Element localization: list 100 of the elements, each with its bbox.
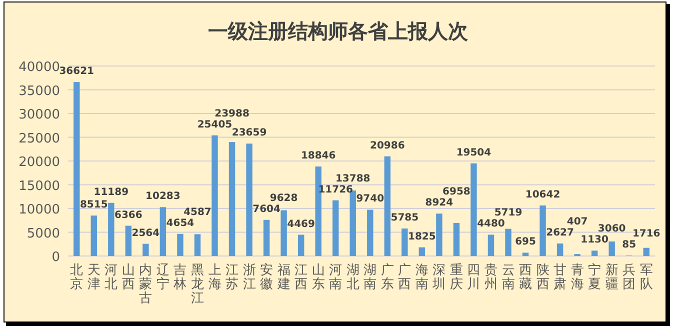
bar	[418, 247, 426, 256]
data-label: 10642	[525, 189, 560, 200]
data-label: 4480	[477, 218, 505, 230]
bar	[470, 163, 477, 256]
data-label: 19504	[456, 147, 492, 158]
bar	[367, 210, 374, 256]
x-tick-label: 辽宁	[156, 263, 170, 292]
bar	[177, 234, 184, 256]
data-label: 3060	[598, 224, 626, 235]
x-tick-label: 海南	[415, 263, 428, 292]
x-tick-label: 浙江	[242, 263, 256, 292]
bar	[212, 135, 218, 256]
x-tick-label: 广东	[380, 263, 394, 292]
x-tick-label: 陕西	[536, 263, 550, 292]
x-tick-label: 青海	[570, 263, 584, 292]
x-tick-label: 安徽	[260, 262, 274, 292]
bar	[591, 250, 598, 256]
bar	[522, 252, 529, 256]
x-tick-label: 深圳	[432, 263, 446, 292]
bar	[505, 228, 512, 256]
y-tick-label: 40000	[18, 60, 60, 75]
data-label: 23988	[214, 108, 250, 120]
x-tick-label: 军队	[640, 263, 653, 292]
x-tick-label: 西藏	[519, 263, 532, 292]
bar	[556, 244, 564, 256]
data-label: 9628	[270, 192, 298, 204]
x-tick-label: 甘肃	[554, 263, 567, 292]
bar	[125, 226, 132, 256]
x-tick-label: 兵团	[622, 263, 636, 292]
data-label: 2627	[546, 228, 574, 239]
bar	[280, 210, 287, 256]
data-label: 13788	[335, 173, 370, 184]
bar	[298, 234, 304, 256]
y-tick-label: 15000	[18, 178, 60, 194]
title: 一级注册结构师各省上报人次	[208, 19, 468, 43]
data-label: 5719	[494, 208, 522, 219]
y-tick-label: 5000	[26, 226, 60, 242]
x-tick-label: 黑龙江	[190, 263, 204, 306]
bar	[402, 228, 408, 256]
bar	[246, 144, 252, 256]
bar	[384, 156, 391, 256]
data-label: 25405	[197, 119, 232, 130]
bar	[142, 244, 149, 256]
bar	[608, 241, 615, 256]
data-label: 1825	[408, 231, 436, 242]
x-tick-label: 贵州	[484, 263, 498, 292]
data-label: 8515	[80, 200, 108, 211]
y-tick-label: 20000	[18, 155, 60, 170]
x-tick-label: 上海	[208, 263, 222, 292]
x-tick-label: 福建	[276, 263, 290, 292]
x-tick-label: 河北	[104, 263, 118, 292]
bar	[643, 248, 650, 256]
data-label: 8924	[425, 198, 454, 209]
bar	[160, 207, 166, 256]
data-label: 6958	[442, 186, 470, 198]
data-label: 4469	[287, 218, 316, 230]
data-label: 2564	[132, 228, 160, 239]
bar	[436, 214, 442, 256]
data-label: 11189	[94, 186, 129, 198]
data-label: 4587	[184, 206, 212, 218]
data-label: 85	[622, 240, 636, 251]
data-label: 6366	[114, 210, 142, 221]
bar	[263, 220, 270, 256]
x-tick-label: 山东	[312, 263, 325, 292]
data-label: 1130	[580, 234, 609, 246]
bar	[74, 82, 80, 256]
data-label: 5785	[390, 212, 419, 224]
x-tick-label: 吉林	[172, 263, 187, 292]
x-tick-label: 江西	[294, 263, 308, 292]
y-tick-label: 30000	[18, 108, 60, 122]
x-tick-label: 内蒙古	[139, 263, 152, 306]
bar	[194, 234, 201, 256]
y-tick-label: 10000	[18, 202, 60, 218]
data-label: 9740	[356, 194, 384, 205]
y-tick-label: 25000	[18, 131, 60, 146]
bar	[332, 200, 339, 256]
data-label: 10283	[146, 191, 180, 202]
bar	[108, 202, 114, 256]
x-tick-label: 江苏	[226, 263, 239, 292]
data-label: 23659	[232, 128, 267, 139]
data-label: 4654	[166, 218, 194, 229]
bar	[228, 142, 236, 256]
x-tick-label: 河南	[329, 263, 342, 292]
x-tick-label: 新疆	[605, 263, 618, 292]
x-tick-label: 山西	[122, 263, 135, 292]
y-tick-label: 0	[52, 250, 60, 265]
x-tick-label: 天津	[87, 263, 100, 292]
data-label: 36621	[59, 66, 94, 78]
bar	[453, 222, 460, 256]
data-label: 7604	[252, 204, 280, 215]
x-tick-label: 北京	[70, 263, 84, 292]
bar	[90, 216, 98, 256]
data-label: 20986	[370, 140, 405, 152]
x-tick-label: 广西	[398, 263, 412, 292]
data-label: 407	[566, 216, 588, 228]
x-tick-label: 湖北	[346, 263, 360, 292]
x-tick-label: 宁夏	[588, 262, 602, 292]
y-tick-label: 35000	[18, 84, 60, 99]
x-tick-label: 四川	[467, 263, 480, 292]
data-label: 1716	[632, 228, 660, 240]
